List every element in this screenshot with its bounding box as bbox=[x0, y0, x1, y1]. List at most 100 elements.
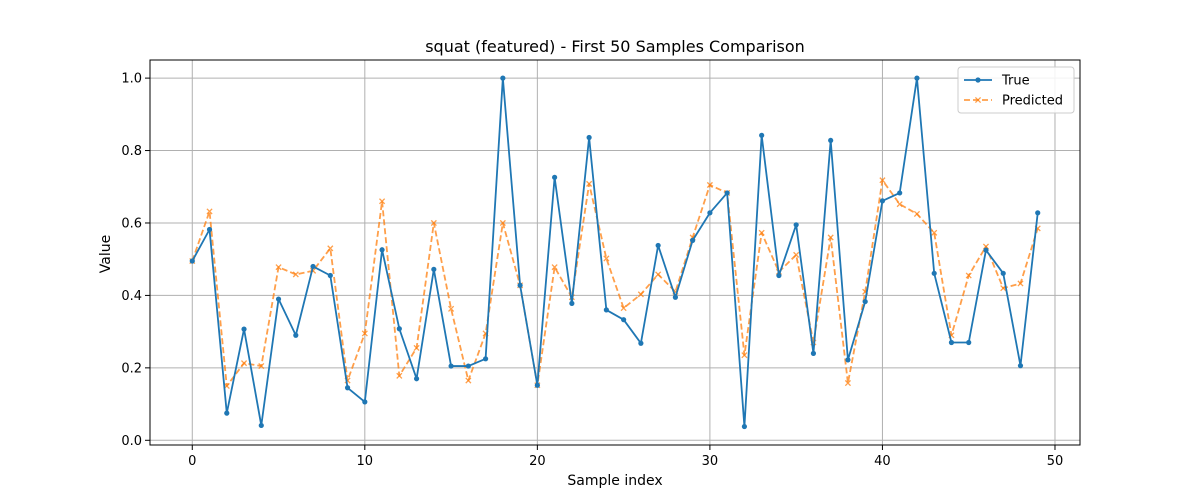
legend-label: Predicted bbox=[1002, 94, 1063, 109]
data-point-true bbox=[810, 350, 817, 356]
data-point-predicted bbox=[327, 245, 334, 252]
data-point-true bbox=[413, 376, 420, 382]
data-point-predicted bbox=[637, 291, 644, 298]
series-line-true bbox=[191, 77, 1039, 428]
chart-title: squat (featured) - First 50 Samples Comp… bbox=[425, 37, 805, 56]
data-point-predicted bbox=[879, 177, 886, 184]
data-point-predicted bbox=[379, 198, 386, 205]
series-line-predicted bbox=[191, 179, 1039, 387]
data-point-true bbox=[206, 226, 213, 233]
data-point-true bbox=[189, 258, 195, 264]
data-point-true bbox=[862, 298, 868, 305]
data-point-predicted bbox=[620, 305, 627, 312]
data-point-true bbox=[396, 326, 402, 332]
data-point-predicted bbox=[931, 229, 938, 236]
data-point-true bbox=[793, 222, 799, 228]
data-point-predicted bbox=[499, 219, 506, 227]
legend-marker bbox=[975, 77, 981, 83]
data-point-true bbox=[776, 272, 782, 279]
data-point-true bbox=[690, 237, 696, 243]
series-layer bbox=[189, 75, 1041, 430]
data-point-true bbox=[258, 422, 264, 429]
data-point-predicted bbox=[551, 264, 558, 271]
x-tick-label: 20 bbox=[529, 454, 546, 469]
x-tick-label: 10 bbox=[357, 454, 374, 469]
data-point-predicted bbox=[844, 380, 851, 387]
data-point-predicted bbox=[1017, 280, 1024, 287]
data-point-true bbox=[1035, 210, 1041, 216]
x-tick-label: 0 bbox=[188, 454, 196, 469]
data-point-predicted bbox=[465, 377, 472, 384]
data-point-true bbox=[707, 210, 713, 216]
data-point-predicted bbox=[896, 201, 903, 208]
data-point-true bbox=[224, 410, 230, 416]
data-point-true bbox=[465, 363, 471, 369]
data-point-predicted bbox=[827, 234, 834, 241]
data-point-predicted bbox=[655, 271, 662, 278]
data-point-predicted bbox=[758, 229, 765, 236]
data-point-true bbox=[879, 198, 886, 204]
legend-box bbox=[957, 66, 1075, 114]
data-point-true bbox=[897, 190, 903, 196]
legend: True Predicted bbox=[957, 66, 1075, 114]
data-point-true bbox=[500, 75, 506, 81]
data-point-predicted bbox=[258, 362, 265, 370]
data-point-predicted bbox=[413, 344, 420, 351]
legend-item-predicted: Predicted bbox=[964, 94, 1063, 109]
data-point-true bbox=[362, 399, 368, 405]
data-point-true bbox=[741, 423, 748, 430]
data-point-true bbox=[1000, 270, 1006, 276]
data-point-predicted bbox=[603, 255, 610, 262]
data-point-true bbox=[983, 247, 989, 253]
data-point-true bbox=[845, 357, 851, 363]
data-point-true bbox=[759, 132, 765, 138]
data-point-true bbox=[569, 300, 575, 306]
data-point-true bbox=[310, 263, 316, 270]
x-tick-label: 50 bbox=[1047, 454, 1064, 469]
data-point-true bbox=[672, 294, 678, 300]
data-point-predicted bbox=[741, 352, 748, 359]
data-point-true bbox=[638, 340, 644, 346]
legend-marker bbox=[974, 96, 982, 104]
y-tick-label: 0.0 bbox=[121, 434, 142, 449]
data-point-predicted bbox=[292, 271, 299, 278]
y-tick-label: 0.4 bbox=[121, 289, 142, 304]
data-point-predicted bbox=[965, 272, 972, 279]
x-tick-label: 30 bbox=[702, 454, 719, 469]
data-point-true bbox=[293, 332, 299, 338]
data-point-true bbox=[344, 385, 351, 391]
data-point-true bbox=[966, 339, 972, 346]
data-point-true bbox=[586, 134, 592, 141]
data-point-true bbox=[431, 266, 437, 272]
data-point-true bbox=[948, 339, 955, 346]
data-point-true bbox=[275, 296, 282, 302]
plot-area bbox=[149, 59, 1081, 446]
data-point-predicted bbox=[396, 372, 403, 379]
data-point-predicted bbox=[240, 360, 248, 367]
y-axis-label: Value bbox=[98, 235, 114, 273]
data-point-true bbox=[241, 326, 247, 332]
data-point-true bbox=[534, 382, 540, 388]
data-point-true bbox=[552, 174, 558, 180]
y-tick-label: 0.2 bbox=[121, 361, 142, 376]
data-point-true bbox=[828, 137, 834, 144]
y-tick-label: 0.6 bbox=[121, 216, 142, 231]
data-point-true bbox=[914, 75, 920, 81]
data-point-predicted bbox=[913, 210, 921, 217]
data-point-predicted bbox=[430, 219, 437, 227]
axis-ticks: 0 10 20 30 40 50 0.0 0.2 0.4 0.6 0.8 1.0 bbox=[121, 72, 1063, 469]
data-point-predicted bbox=[706, 181, 713, 189]
data-point-true bbox=[482, 356, 489, 362]
data-point-true bbox=[379, 247, 385, 253]
data-point-true bbox=[931, 270, 937, 276]
data-point-true bbox=[517, 282, 523, 288]
data-point-true bbox=[724, 190, 730, 196]
data-point-predicted bbox=[448, 305, 455, 312]
data-point-true bbox=[448, 363, 454, 369]
data-point-predicted bbox=[361, 330, 368, 337]
data-point-true bbox=[603, 307, 609, 313]
data-point-predicted bbox=[206, 208, 213, 215]
x-axis-label: Sample index bbox=[567, 473, 662, 489]
y-tick-label: 1.0 bbox=[121, 72, 142, 87]
legend-item-true: True bbox=[964, 74, 1030, 89]
